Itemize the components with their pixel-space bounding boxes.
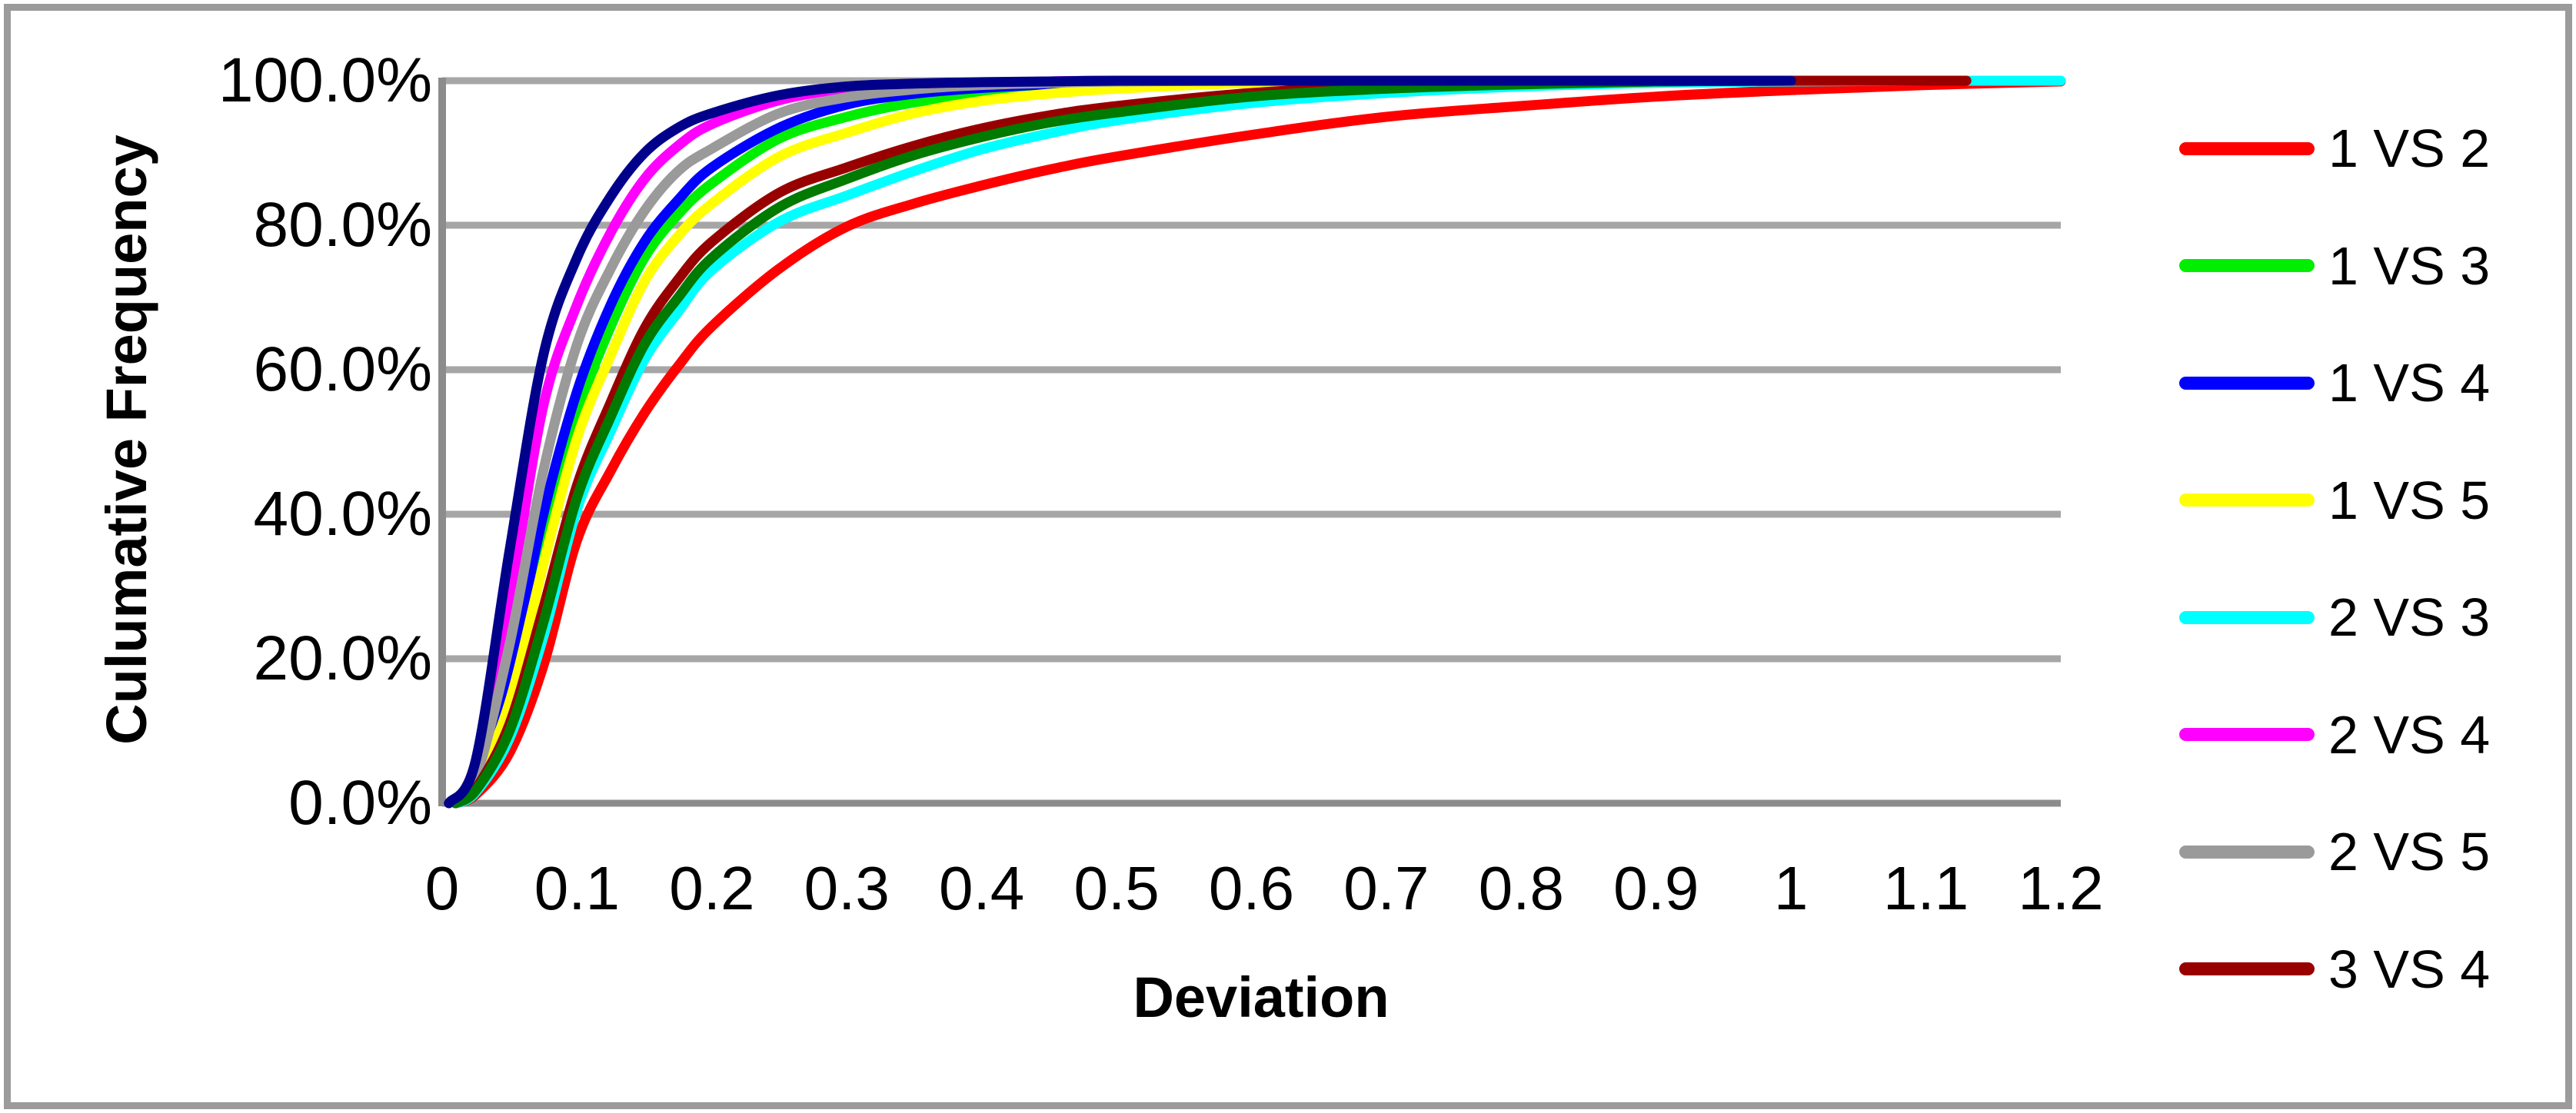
legend-line-swatch [2179,141,2315,155]
x-tick-label: 0.9 [1613,854,1699,922]
y-tick-label: 20.0% [253,623,432,693]
legend-item-1-vs-4: 1 VS 4 [2179,347,2564,418]
legend-label: 1 VS 4 [2328,353,2491,413]
legend-line-swatch [2179,610,2315,624]
legend-line-swatch [2179,845,2315,859]
x-tick-label: 0 [424,854,460,922]
y-tick-label: 100.0% [218,45,432,115]
legend-line-swatch [2179,376,2315,390]
x-tick-label: 1.1 [1882,854,1969,922]
legend-line-swatch [2179,728,2315,741]
series-line-1-vs-2 [451,76,2066,809]
legend-label: 2 VS 3 [2328,587,2491,647]
x-tick-label: 1.2 [2018,854,2104,922]
legend-item-1-vs-2: 1 VS 2 [2179,113,2564,184]
y-tick-label: 40.0% [253,479,432,549]
legend-label: 2 VS 4 [2328,704,2491,765]
y-tick-label: 60.0% [253,334,432,404]
x-axis-title: Deviation [1133,965,1390,1029]
x-tick-label: 0.6 [1208,854,1295,922]
legend-label: 1 VS 5 [2328,470,2491,530]
x-tick-label: 1 [1773,854,1809,922]
legend-line-swatch [2179,493,2315,507]
x-tick-label: 0.8 [1478,854,1564,922]
legend-item-1-vs-3: 1 VS 3 [2179,231,2564,301]
legend-line-swatch [2179,259,2315,272]
legend-line-swatch [2179,962,2315,975]
series-line-unlabeled-8 [451,75,1796,809]
y-tick-label: 0.0% [288,768,432,838]
x-tick-label: 0.3 [804,854,890,922]
legend-label: 1 VS 2 [2328,118,2491,178]
x-tick-label: 0.1 [534,854,621,922]
y-axis-title: Culumative Frequency [95,135,158,745]
legend-label: 1 VS 3 [2328,235,2491,296]
legend-item-2-vs-5: 2 VS 5 [2179,816,2564,887]
legend-item-2-vs-3: 2 VS 3 [2179,582,2564,653]
legend-label: 3 VS 4 [2328,939,2491,999]
legend-item-1-vs-5: 1 VS 5 [2179,465,2564,536]
x-tick-label: 0.2 [669,854,755,922]
x-tick-label: 0.5 [1073,854,1160,922]
series-line-unlabeled-9 [444,75,1796,809]
legend-item-2-vs-4: 2 VS 4 [2179,699,2564,770]
legend-item-3-vs-4: 3 VS 4 [2179,934,2564,1005]
legend-label: 2 VS 5 [2328,822,2491,882]
x-tick-label: 0.7 [1343,854,1429,922]
series-line-2-vs-5 [451,75,1796,809]
y-tick-label: 80.0% [253,190,432,260]
x-tick-label: 0.4 [939,854,1025,922]
series-line-2-vs-3 [451,75,2066,809]
